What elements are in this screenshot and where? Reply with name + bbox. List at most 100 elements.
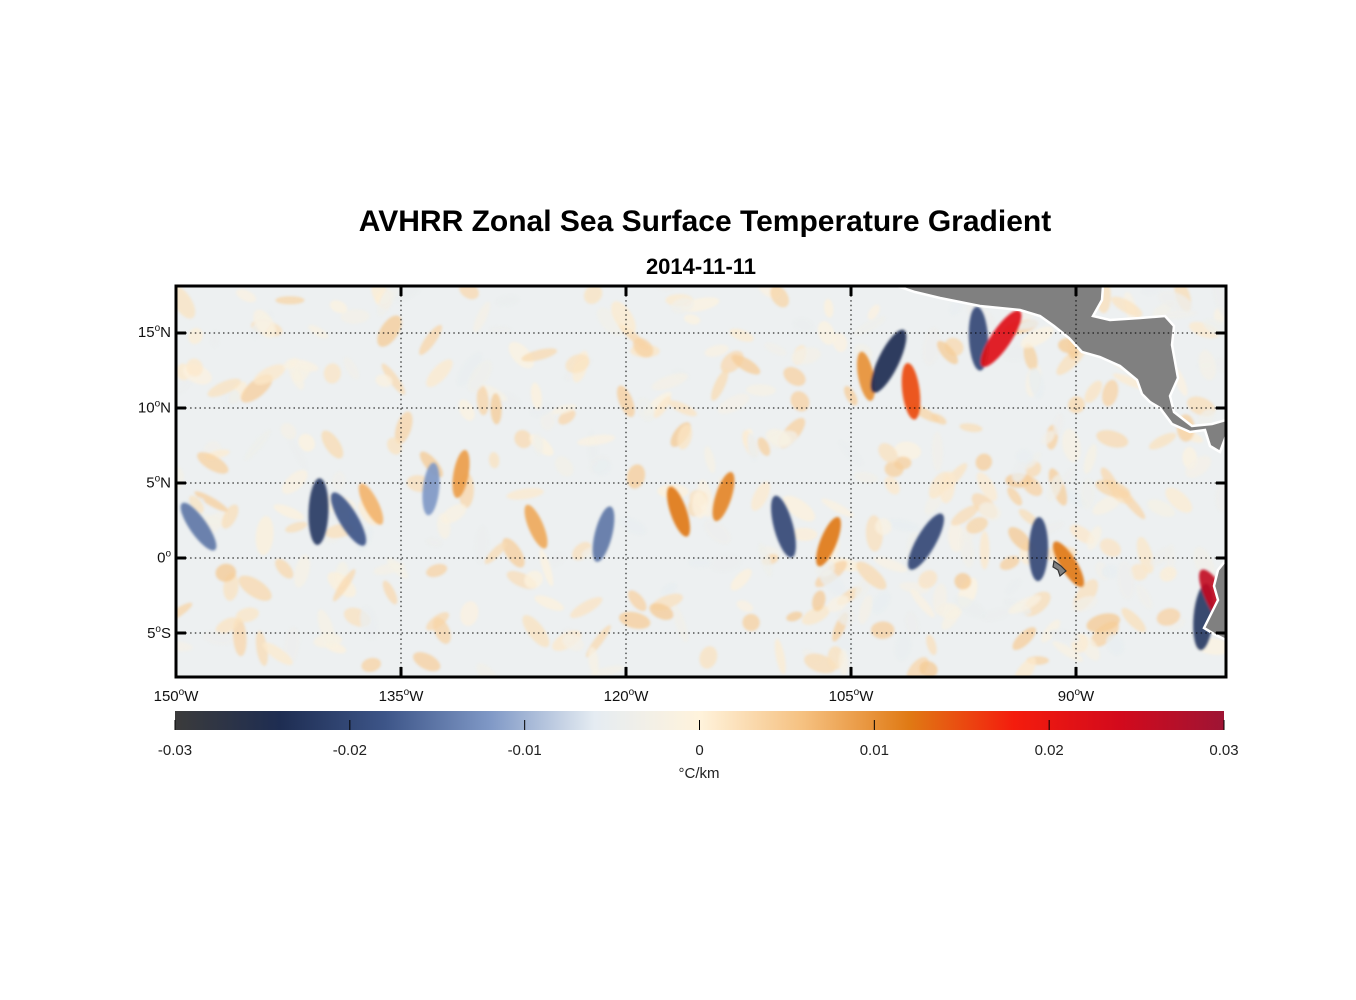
field-texture-blob xyxy=(588,646,599,675)
field-texture-blob xyxy=(627,590,647,612)
field-texture-blob xyxy=(1053,413,1064,435)
field-texture-blob xyxy=(473,301,491,333)
grid-lines xyxy=(176,286,1226,677)
field-texture-blob xyxy=(1062,467,1076,486)
field-texture-blob xyxy=(186,358,203,377)
field-texture-blob xyxy=(954,573,972,590)
field-texture-blob xyxy=(1106,634,1125,656)
gradient-feature xyxy=(308,478,329,545)
field-texture-blob xyxy=(253,309,276,339)
field-texture-blob xyxy=(932,583,948,616)
field-texture-blob xyxy=(1092,494,1123,515)
field-texture-blob xyxy=(821,498,854,518)
field-texture-blob xyxy=(1157,309,1198,319)
field-texture-blob xyxy=(317,609,336,647)
field-texture-blob xyxy=(979,531,990,570)
latitude-tick-label: 0o xyxy=(157,549,171,567)
gradient-feature xyxy=(816,516,841,567)
field-texture-blob xyxy=(668,400,697,417)
longitude-tick-label: 120oW xyxy=(604,687,650,705)
field-texture-blob xyxy=(653,396,672,418)
field-texture-blob xyxy=(1012,627,1037,651)
field-texture-blob xyxy=(495,295,520,307)
field-texture-blob xyxy=(854,575,871,600)
field-texture-blob xyxy=(1087,525,1102,550)
field-texture-blob xyxy=(1028,367,1044,399)
field-texture-blob xyxy=(687,557,713,568)
field-texture-blob xyxy=(651,373,688,391)
field-texture-blob xyxy=(704,446,716,473)
field-texture-blob xyxy=(1118,488,1146,520)
field-texture-blob xyxy=(283,357,299,370)
gradient-feature xyxy=(771,495,796,558)
field-texture-blob xyxy=(562,633,584,652)
gradient-feature xyxy=(901,362,921,420)
field-texture-blob xyxy=(1020,326,1054,349)
gradient-feature xyxy=(907,513,945,570)
colorbar-unit-label: °C/km xyxy=(679,765,720,782)
field-texture-blob xyxy=(703,519,731,545)
field-texture-blob xyxy=(884,476,900,495)
field-texture-blob xyxy=(194,491,229,512)
field-texture-blob xyxy=(692,491,707,519)
field-texture-blob xyxy=(215,617,239,635)
gradient-feature xyxy=(666,486,691,537)
field-texture-blob xyxy=(826,595,849,613)
field-texture-blob xyxy=(490,393,502,425)
field-texture-blob xyxy=(333,569,356,602)
field-texture-blob xyxy=(273,504,305,520)
field-texture-blob xyxy=(747,432,758,462)
field-texture-blob xyxy=(332,471,346,490)
field-texture-blob xyxy=(222,389,241,407)
field-texture-blob xyxy=(1007,487,1023,506)
field-texture-blob xyxy=(522,615,550,648)
colorbar-tick-label: -0.02 xyxy=(333,742,367,759)
land-galapagos xyxy=(1052,559,1067,578)
field-texture-blob xyxy=(893,456,912,470)
field-texture-blob xyxy=(1071,596,1098,613)
field-texture-blob xyxy=(871,590,891,614)
field-texture-blob xyxy=(1096,430,1129,448)
field-texture-blob xyxy=(238,575,272,601)
field-texture-blob xyxy=(329,300,348,314)
field-texture-blob xyxy=(954,595,987,619)
field-texture-blob xyxy=(832,332,848,352)
field-texture-blob xyxy=(255,516,274,556)
field-texture-blob xyxy=(894,441,922,460)
field-texture-blob xyxy=(1084,380,1103,403)
field-texture-blob xyxy=(506,488,544,500)
field-texture-blob xyxy=(1025,452,1042,469)
field-texture-blob xyxy=(1198,408,1216,426)
field-texture-blob xyxy=(951,505,979,526)
field-texture-blob xyxy=(275,296,305,305)
field-texture-blob xyxy=(1159,566,1177,582)
field-texture-blob xyxy=(910,589,935,618)
field-texture-blob xyxy=(232,617,247,657)
field-texture-blob xyxy=(611,301,636,335)
field-texture-blob xyxy=(812,590,826,612)
field-texture-blob xyxy=(584,286,603,304)
field-texture-blob xyxy=(1046,474,1063,502)
field-texture-blob xyxy=(530,382,542,410)
field-texture-blob xyxy=(1048,629,1080,643)
field-texture-blob xyxy=(377,286,399,317)
field-texture-blob xyxy=(1018,508,1039,526)
longitude-tick-label: 90oW xyxy=(1058,687,1095,705)
field-texture-blob xyxy=(426,359,453,388)
field-texture-blob xyxy=(419,324,443,355)
field-texture-blob xyxy=(308,325,329,339)
field-texture-blob xyxy=(596,307,624,336)
latitude-tick-label: 5oN xyxy=(146,474,171,492)
field-texture-blob xyxy=(1023,343,1038,371)
gradient-feature xyxy=(330,492,367,546)
land-south-america xyxy=(1202,557,1226,642)
field-texture-blob xyxy=(959,423,983,433)
field-texture-blob xyxy=(1086,613,1121,633)
field-texture-blob xyxy=(1157,290,1193,312)
field-texture-blob xyxy=(589,665,625,677)
colorbar-tick-label: 0.03 xyxy=(1209,742,1238,759)
field-texture-blob xyxy=(711,369,729,401)
field-texture-blob xyxy=(570,597,603,618)
field-texture-blob xyxy=(456,352,483,387)
field-texture-blob xyxy=(1011,461,1028,483)
